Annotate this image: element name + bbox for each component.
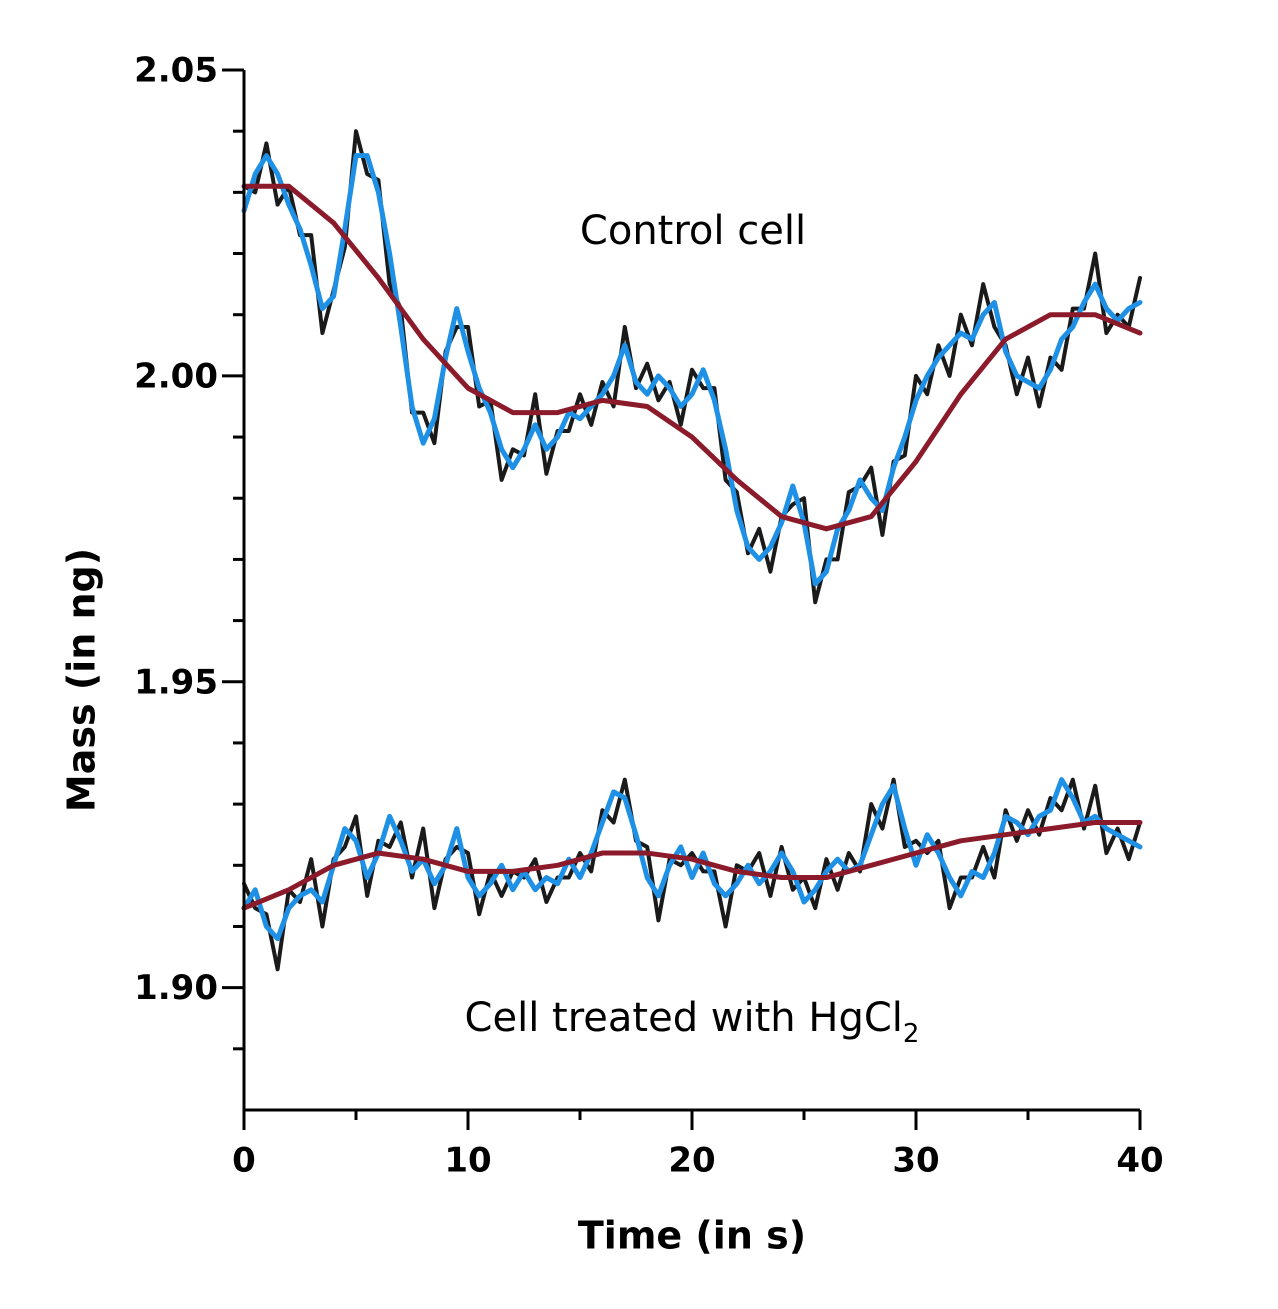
data-line <box>241 819 1143 911</box>
data-line <box>242 777 1142 972</box>
data-line <box>241 153 1143 587</box>
data-line <box>241 777 1143 942</box>
x-tick-label: 20 <box>668 1141 715 1181</box>
x-axis-title: Time (in s) <box>578 1214 806 1258</box>
x-tick-label: 40 <box>1116 1141 1163 1181</box>
annotation: Control cell <box>580 208 806 254</box>
annotation: Cell treated with HgCl2 <box>465 995 920 1049</box>
data-line <box>241 183 1143 532</box>
x-tick-label: 30 <box>892 1141 939 1181</box>
y-tick-label: 1.90 <box>134 968 218 1008</box>
annotation-text: Control cell <box>580 208 806 254</box>
y-axis-title: Mass (in ng) <box>60 548 104 812</box>
annotation-subscript: 2 <box>903 1019 920 1049</box>
x-tick-label: 10 <box>444 1141 491 1181</box>
y-tick-label: 2.00 <box>134 356 218 396</box>
annotation-text: Cell treated with HgCl <box>465 995 903 1041</box>
x-tick-label: 0 <box>232 1141 256 1181</box>
y-tick-label: 2.05 <box>134 51 218 91</box>
y-tick-label: 1.95 <box>134 662 218 702</box>
